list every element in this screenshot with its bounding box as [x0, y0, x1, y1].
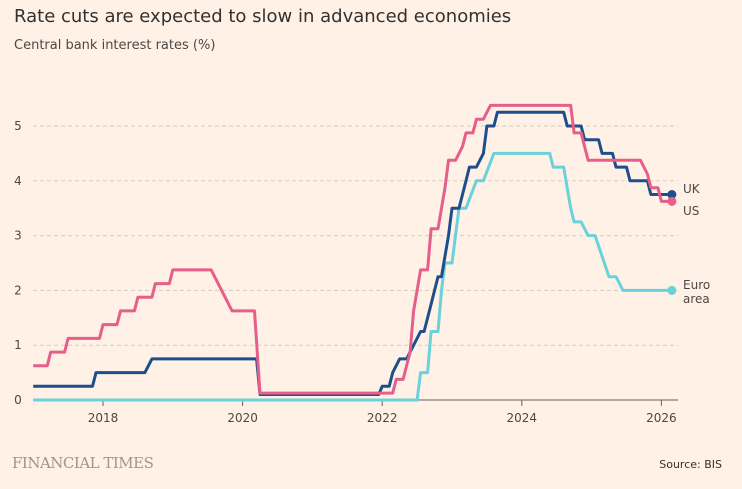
x-tick-label: 2026: [646, 411, 677, 425]
x-tick-label: 2024: [507, 411, 538, 425]
series-lines: [33, 103, 677, 402]
source-note: Source: BIS: [659, 458, 722, 471]
series-label-euro-area: Euro area: [683, 278, 710, 306]
y-axis-ticks: 0 1 2 3 4 5: [14, 119, 22, 407]
endpoint-marker-us: [667, 196, 677, 206]
series-line-euro-area: [33, 151, 672, 402]
endpoint-marker-euro-area: [667, 285, 677, 295]
endpoint-marker-uk: [667, 190, 677, 199]
x-tick-label: 2022: [367, 411, 398, 425]
series-line-us: [33, 103, 672, 395]
chart-subtitle: Central bank interest rates (%): [14, 38, 216, 53]
x-tick-label: 2020: [227, 411, 258, 425]
line-chart: 0 1 2 3 4 5 2018 2020 2022 2024 2026 US UK Euro area: [14, 103, 710, 425]
x-axis: 2018 2020 2022 2024 2026: [33, 399, 678, 425]
grid-lines: [33, 125, 678, 346]
y-tick-label: 5: [14, 119, 22, 133]
series-label-uk: UK: [683, 182, 701, 196]
ft-logo: FINANCIAL TIMES: [12, 454, 154, 472]
series-label-us: US: [683, 204, 699, 218]
y-tick-label: 4: [14, 174, 22, 188]
y-tick-label: 3: [14, 229, 22, 243]
chart-title: Rate cuts are expected to slow in advanc…: [14, 6, 512, 27]
series-line-uk: [33, 110, 672, 396]
y-tick-label: 1: [14, 338, 22, 352]
y-tick-label: 2: [14, 283, 22, 297]
series-labels: US UK Euro area: [683, 182, 710, 306]
x-tick-label: 2018: [88, 411, 119, 425]
y-tick-label: 0: [14, 393, 22, 407]
